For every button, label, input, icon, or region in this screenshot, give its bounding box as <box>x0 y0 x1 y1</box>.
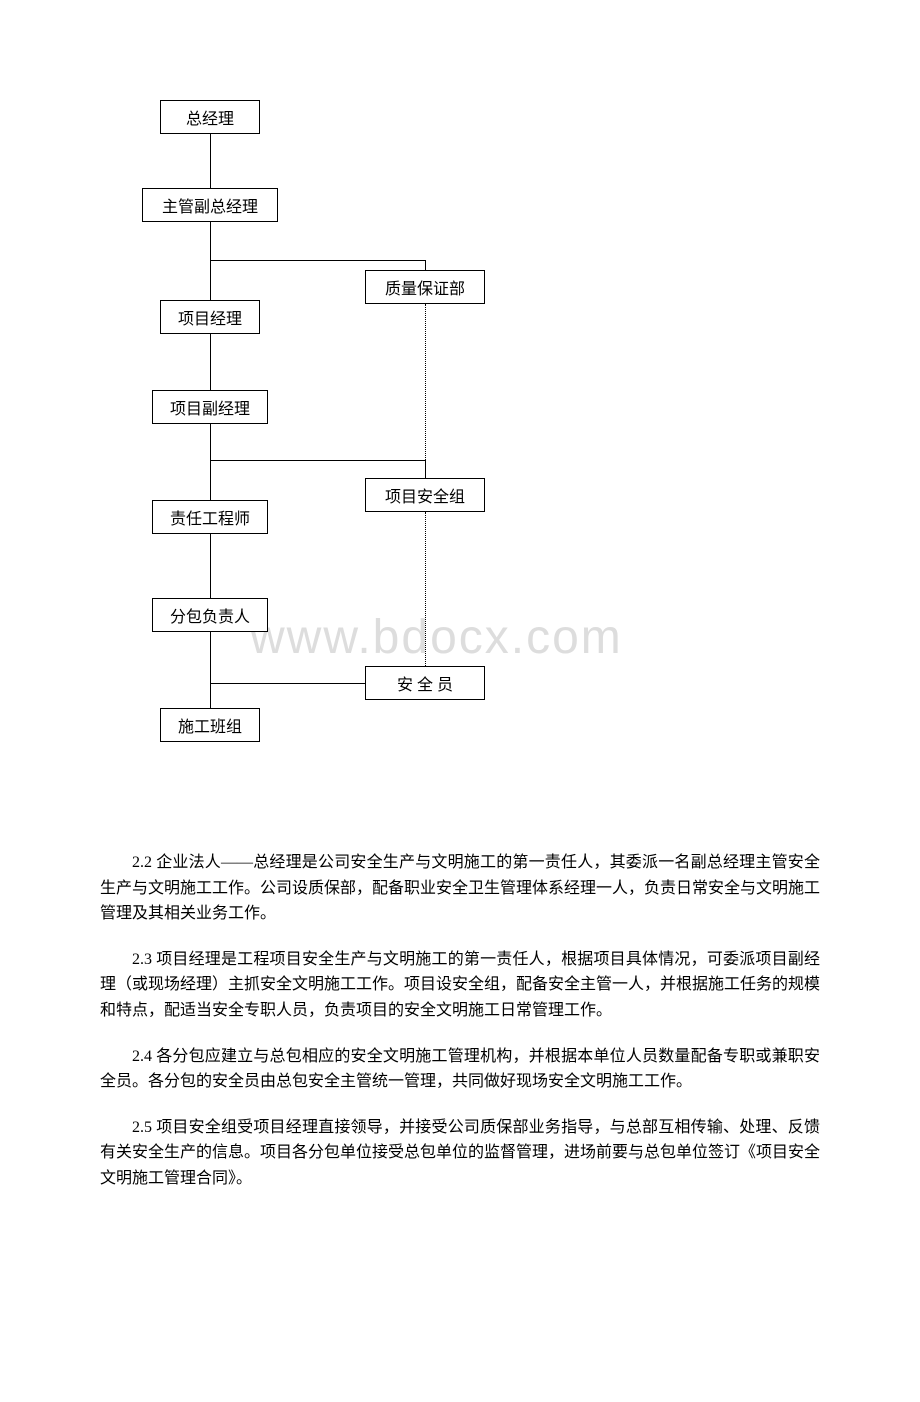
line-v-quality <box>425 260 426 270</box>
watermark: www.bdocx.com <box>250 610 623 665</box>
line-v4 <box>210 424 211 500</box>
paragraph-2-5: 2.5 项目安全组受项目经理直接领导，并接受公司质保部业务指导，与总部互相传输、… <box>100 1115 820 1192</box>
line-v1 <box>210 134 211 188</box>
box-subcontractor-leader: 分包负责人 <box>152 598 268 632</box>
paragraph-2-3: 2.3 项目经理是工程项目安全生产与文明施工的第一责任人，根据项目具体情况，可委… <box>100 947 820 1024</box>
line-h2 <box>210 460 425 461</box>
paragraph-2-2: 2.2 企业法人——总经理是公司安全生产与文明施工的第一责任人，其委派一名副总经… <box>100 850 820 927</box>
box-deputy-project-manager: 项目副经理 <box>152 390 268 424</box>
box-deputy-general-manager: 主管副总经理 <box>142 188 278 222</box>
box-responsible-engineer: 责任工程师 <box>152 500 268 534</box>
line-h1 <box>210 260 425 261</box>
line-v2 <box>210 222 211 300</box>
line-v3 <box>210 334 211 390</box>
box-project-safety-group: 项目安全组 <box>365 478 485 512</box>
dotted-v1 <box>425 304 426 478</box>
dotted-v2 <box>425 512 426 666</box>
text-content: 2.2 企业法人——总经理是公司安全生产与文明施工的第一责任人，其委派一名副总经… <box>0 850 920 1192</box>
box-quality-dept: 质量保证部 <box>365 270 485 304</box>
box-safety-officer: 安 全 员 <box>365 666 485 700</box>
line-h3 <box>210 683 365 684</box>
line-v5 <box>210 534 211 598</box>
flowchart-container: www.bdocx.com 总经理 主管副总经理 项目经理 质量保证部 项目副经… <box>120 100 720 800</box>
box-general-manager: 总经理 <box>160 100 260 134</box>
box-construction-team: 施工班组 <box>160 708 260 742</box>
box-project-manager: 项目经理 <box>160 300 260 334</box>
paragraph-2-4: 2.4 各分包应建立与总包相应的安全文明施工管理机构，并根据本单位人员数量配备专… <box>100 1044 820 1095</box>
line-v6 <box>210 632 211 708</box>
